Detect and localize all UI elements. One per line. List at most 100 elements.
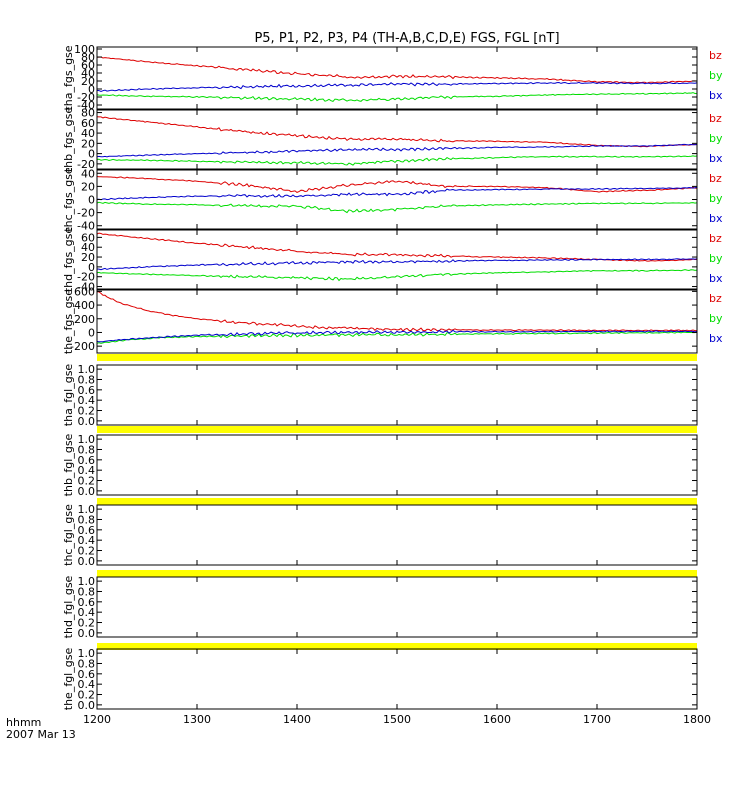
y-tick-label: 40 — [81, 67, 95, 80]
y-axis-label: the_fgs_gse — [62, 289, 75, 354]
y-tick-label: 0.8 — [78, 443, 96, 456]
y-tick-label: 0 — [88, 261, 95, 274]
y-tick-label: 20 — [81, 180, 95, 193]
series-line-bx-3 — [96, 186, 698, 201]
y-tick-label: 0.6 — [78, 596, 96, 609]
y-tick-label: 400 — [74, 299, 95, 312]
legend-bz: bz — [709, 49, 722, 62]
legend-bx: bx — [709, 89, 723, 102]
y-tick-label: 1.0 — [78, 575, 96, 588]
legend-by: by — [709, 132, 723, 145]
y-tick-label: 0.4 — [78, 464, 96, 477]
series-line-bz-3 — [96, 176, 698, 193]
panel-frame-9 — [96, 576, 698, 638]
series-line-bx-5 — [96, 329, 698, 343]
y-tick-label: 0.8 — [78, 657, 96, 670]
legend-bx: bx — [709, 332, 723, 345]
y-tick-label: 0 — [88, 83, 95, 96]
legend-bz: bz — [709, 172, 722, 185]
yellow-band-1 — [97, 354, 697, 361]
y-tick-label: 1.0 — [78, 433, 96, 446]
y-axis-label: tha_fgs_gse — [62, 45, 75, 110]
x-tick-label: 1500 — [383, 713, 411, 726]
legend-bz: bz — [709, 112, 722, 125]
y-tick-label: 0 — [88, 194, 95, 207]
y-tick-label: 0.2 — [78, 617, 96, 630]
y-tick-label: 1.0 — [78, 363, 96, 376]
series-line-bz-4 — [96, 232, 697, 262]
x-tick-label: 1200 — [83, 713, 111, 726]
y-tick-label: 40 — [81, 167, 95, 180]
y-tick-label: 1.0 — [78, 503, 96, 516]
y-tick-label: 60 — [81, 117, 95, 130]
y-tick-label: 40 — [81, 127, 95, 140]
series-line-by-2 — [96, 155, 698, 166]
series-line-by-3 — [96, 201, 698, 214]
y-axis-label: thb_fgl_gse — [62, 433, 75, 496]
series-line-by-5 — [96, 331, 698, 344]
time-label: hhmm — [6, 716, 41, 729]
legend-bz: bz — [709, 232, 722, 245]
panel-frame-5 — [96, 289, 698, 354]
y-axis-label: thc_fgs_gse — [62, 167, 75, 232]
series-line-by-1 — [96, 92, 698, 102]
y-tick-label: -20 — [77, 158, 95, 171]
x-axis: 1200 1300 1400 1500 1600 1700 1800 — [83, 713, 711, 726]
legend-bz: bz — [709, 292, 722, 305]
y-tick-label: 0.0 — [78, 485, 96, 498]
y-axis-label: thc_fgl_gse — [62, 504, 75, 566]
y-tick-label: 80 — [81, 51, 95, 64]
chart-title: P5, P1, P2, P3, P4 (TH-A,B,C,D,E) FGS, F… — [254, 31, 559, 46]
y-tick-label: 0.8 — [78, 513, 96, 526]
y-tick-label: 0.2 — [78, 689, 96, 702]
x-tick-label: 1300 — [183, 713, 211, 726]
panel-frame-3 — [96, 169, 698, 230]
date-label: 2007 Mar 13 — [6, 728, 76, 741]
series-line-bz-1 — [96, 56, 698, 84]
y-tick-label: 0.4 — [78, 534, 96, 547]
y-tick-label: 0 — [88, 148, 95, 161]
y-tick-label: 40 — [81, 241, 95, 254]
y-tick-label: 0.8 — [78, 585, 96, 598]
x-tick-label: 1800 — [683, 713, 711, 726]
y-tick-label: 60 — [81, 59, 95, 72]
yellow-band-4 — [97, 570, 697, 577]
y-tick-label: 200 — [74, 313, 95, 326]
y-axis-label: tha_fgl_gse — [62, 364, 75, 427]
legend-by: by — [709, 69, 723, 82]
y-tick-label: 600 — [74, 285, 95, 298]
x-tick-label: 1700 — [583, 713, 611, 726]
y-tick-label: -40 — [77, 99, 95, 112]
yellow-band-3 — [97, 498, 697, 505]
x-tick-label: 1600 — [483, 713, 511, 726]
panel-frame-10 — [96, 648, 698, 710]
y-tick-label: 0.2 — [78, 475, 96, 488]
series-line-bz-5 — [96, 291, 697, 332]
y-tick-label: 0.0 — [78, 699, 96, 712]
panel-frame-7 — [96, 434, 698, 496]
y-tick-label: 0.6 — [78, 668, 96, 681]
y-tick-label: 1.0 — [78, 647, 96, 660]
series-line-by-4 — [96, 269, 698, 282]
y-tick-label: -40 — [77, 281, 95, 294]
yellow-band-2 — [97, 426, 697, 433]
y-tick-label: 20 — [81, 75, 95, 88]
y-tick-label: -20 — [77, 91, 95, 104]
legend-by: by — [709, 312, 723, 325]
panel-frame-8 — [96, 504, 698, 566]
y-tick-label: 0.6 — [78, 454, 96, 467]
y-tick-label: 0.0 — [78, 555, 96, 568]
y-tick-label: 0.6 — [78, 384, 96, 397]
y-tick-label: -200 — [70, 340, 95, 353]
y-tick-label: 0.0 — [78, 415, 96, 428]
legend-by: by — [709, 192, 723, 205]
y-tick-label: 20 — [81, 251, 95, 264]
